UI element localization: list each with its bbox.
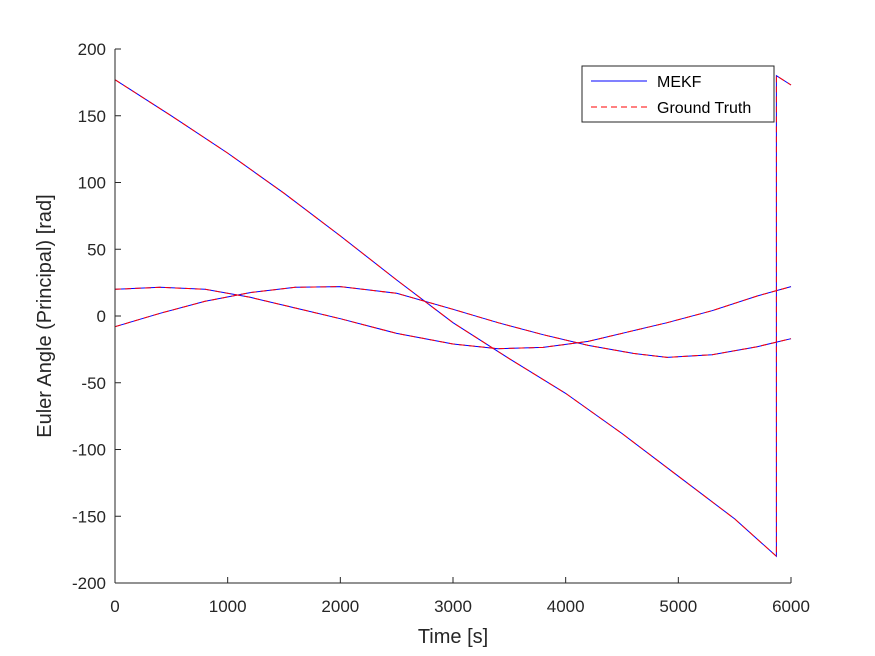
series-ground-truth-line-2 (114, 286, 792, 350)
series-layer (114, 74, 792, 558)
series-ground-truth-line-3 (114, 286, 792, 358)
y-tick-label: -150 (72, 507, 106, 526)
legend: MEKF Ground Truth (581, 65, 775, 123)
x-tick-label: 6000 (772, 597, 810, 616)
y-tick-label: 0 (97, 307, 106, 326)
x-tick-label: 1000 (209, 597, 247, 616)
series-mekf-line-2 (114, 286, 792, 350)
x-tick-label: 2000 (321, 597, 359, 616)
y-tick-label: -200 (72, 574, 106, 593)
y-tick-label: 50 (87, 240, 106, 259)
axes (114, 48, 792, 584)
x-tick-label: 3000 (434, 597, 472, 616)
legend-label-mekf: MEKF (657, 74, 702, 91)
y-tick-label: -50 (81, 374, 106, 393)
y-tick-label: 200 (78, 40, 106, 59)
y-tick-label: -100 (72, 441, 106, 460)
legend-label-ground-truth: Ground Truth (657, 100, 751, 117)
x-tick-label: 5000 (659, 597, 697, 616)
series-mekf-line-3 (114, 286, 792, 358)
x-tick-label: 4000 (547, 597, 585, 616)
legend-box (581, 65, 775, 123)
x-axis-label: Time [s] (418, 626, 488, 648)
y-axis-label: Euler Angle (Principal) [rad] (34, 194, 56, 437)
y-tick-label: 150 (78, 107, 106, 126)
y-tick-label: 100 (78, 174, 106, 193)
x-tick-label: 0 (110, 597, 119, 616)
tick-labels: 0 1000 2000 3000 4000 5000 6000-200-150-100-50… (72, 40, 810, 616)
series-ground-truth-line-1 (114, 74, 792, 558)
